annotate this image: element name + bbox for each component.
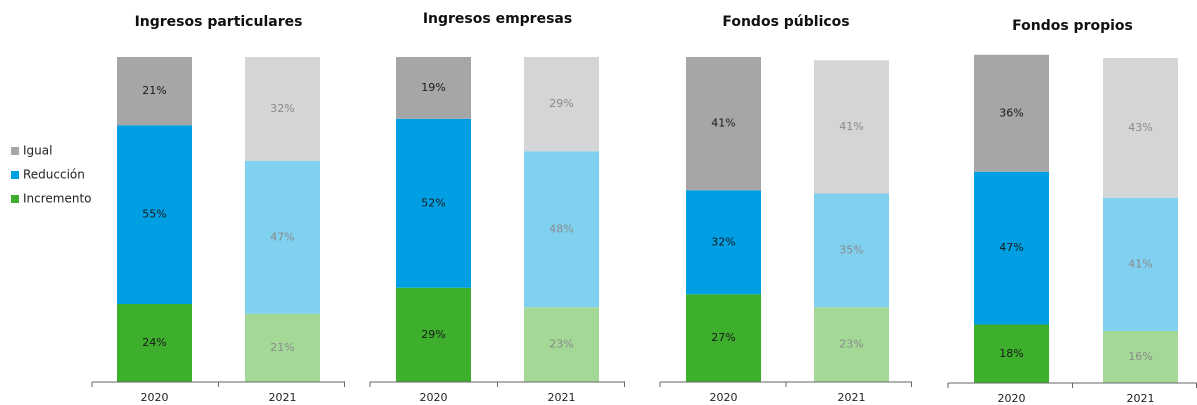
bar-segment	[524, 151, 599, 308]
data-label: 29%	[421, 328, 445, 341]
data-label: 52%	[421, 196, 445, 209]
chart-title: Ingresos particulares	[135, 14, 303, 30]
data-label: 41%	[711, 117, 735, 130]
data-label: 48%	[549, 222, 573, 235]
bar-segment	[974, 171, 1049, 325]
data-label: 43%	[1128, 121, 1152, 134]
bar-segment	[814, 307, 889, 382]
x-tick-label: 2020	[141, 391, 169, 404]
x-tick-label: 2021	[838, 391, 866, 404]
data-label: 36%	[999, 106, 1023, 119]
x-tick-label: 2021	[269, 391, 297, 404]
chart-title: Fondos propios	[1012, 18, 1133, 34]
bar-segment	[245, 313, 320, 382]
data-label: 55%	[142, 208, 166, 221]
bar-segment	[814, 193, 889, 308]
data-label: 35%	[839, 243, 863, 256]
bar-segment	[117, 125, 192, 304]
legend-label: Igual	[23, 144, 52, 158]
data-label: 29%	[549, 97, 573, 110]
data-label: 41%	[1128, 257, 1152, 270]
x-tick-label: 2020	[420, 391, 448, 404]
bar-segment	[1103, 58, 1178, 198]
bar-segment	[117, 304, 192, 382]
bar-segment	[1103, 197, 1178, 331]
bar-segment	[686, 190, 761, 295]
bar-segment	[974, 54, 1049, 172]
data-label: 19%	[421, 81, 445, 94]
chart-title: Fondos públicos	[722, 14, 849, 30]
bar-segment	[686, 294, 761, 382]
data-label: 18%	[999, 347, 1023, 360]
data-label: 16%	[1128, 350, 1152, 363]
chart-title: Ingresos empresas	[423, 11, 572, 27]
x-tick-label: 2020	[998, 392, 1026, 405]
x-tick-label: 2021	[1127, 392, 1155, 405]
bar-segment	[974, 324, 1049, 383]
bar-segment	[686, 57, 761, 191]
data-label: 23%	[549, 338, 573, 351]
legend-label: Incremento	[23, 192, 92, 206]
data-label: 41%	[839, 120, 863, 133]
bar-segment	[524, 57, 599, 152]
legend-swatch	[11, 195, 19, 203]
legend-swatch	[11, 171, 19, 179]
bar-segment	[524, 307, 599, 382]
x-tick-label: 2021	[548, 391, 576, 404]
bar-segment	[245, 57, 320, 161]
bar-segment	[814, 60, 889, 194]
data-label: 23%	[839, 338, 863, 351]
data-label: 47%	[270, 230, 294, 243]
data-label: 47%	[999, 241, 1023, 254]
x-tick-label: 2020	[710, 391, 738, 404]
data-label: 27%	[711, 331, 735, 344]
data-label: 21%	[142, 84, 166, 97]
legend-label: Reducción	[23, 168, 85, 182]
data-label: 21%	[270, 341, 294, 354]
bar-segment	[245, 161, 320, 314]
legend-swatch	[11, 147, 19, 155]
bar-segment	[396, 287, 471, 382]
data-label: 32%	[270, 102, 294, 115]
bar-segment	[396, 57, 471, 119]
data-label: 24%	[142, 336, 166, 349]
bar-segment	[396, 118, 471, 288]
bar-segment	[117, 57, 192, 126]
bar-segment	[1103, 331, 1178, 383]
data-label: 32%	[711, 235, 735, 248]
